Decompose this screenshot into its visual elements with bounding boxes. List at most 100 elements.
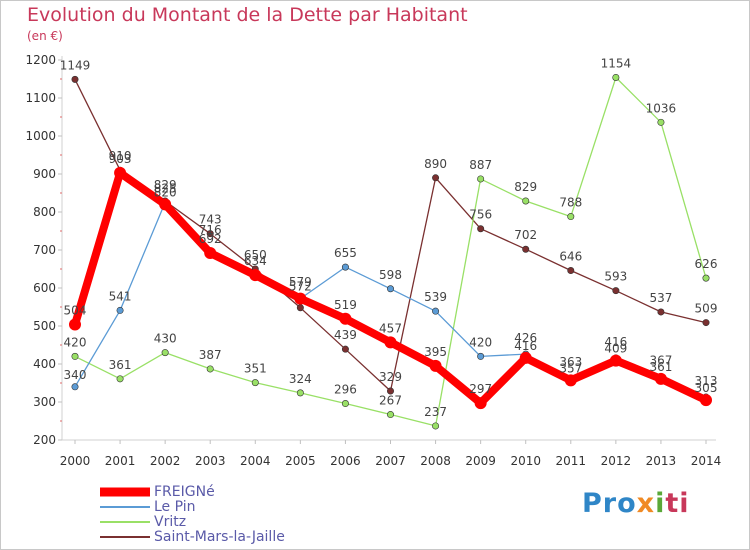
series-point-3 <box>612 287 620 295</box>
series-point-2 <box>296 389 304 397</box>
data-label: 357 <box>559 361 582 375</box>
x-tick-label: 2003 <box>195 454 226 468</box>
y-tick-label: 800 <box>33 205 56 219</box>
series-point-2 <box>612 73 620 81</box>
series-point-3 <box>296 304 304 312</box>
y-tick-label: 600 <box>33 281 56 295</box>
proxiti-logo: Proxiti <box>582 488 690 519</box>
x-tick-label: 2006 <box>330 454 361 468</box>
data-label: 756 <box>469 208 492 222</box>
series-point-2 <box>386 411 394 419</box>
data-label: 420 <box>469 335 492 349</box>
series-point-1 <box>432 307 440 315</box>
data-label: 598 <box>379 268 402 282</box>
series-point-0 <box>429 359 442 372</box>
x-tick-label: 2000 <box>60 454 91 468</box>
data-label: 297 <box>469 382 492 396</box>
series-point-0 <box>339 312 352 325</box>
data-label: 890 <box>424 157 447 171</box>
x-tick-label: 2001 <box>105 454 136 468</box>
series-point-0 <box>609 354 622 367</box>
x-tick-label: 2010 <box>510 454 541 468</box>
series-point-2 <box>522 197 530 205</box>
x-tick-label: 2012 <box>601 454 632 468</box>
data-label: 351 <box>244 362 267 376</box>
data-label: 572 <box>289 280 312 294</box>
series-point-2 <box>657 118 665 126</box>
legend-swatch <box>100 536 150 538</box>
series-line-1 <box>74 201 707 398</box>
data-label: 646 <box>559 250 582 264</box>
series-point-3 <box>657 308 665 316</box>
series-point-2 <box>432 422 440 430</box>
series-points <box>69 73 712 430</box>
data-label: 743 <box>199 213 222 227</box>
data-label: 519 <box>334 298 357 312</box>
data-label: 387 <box>199 348 222 362</box>
data-label: 1149 <box>60 58 91 72</box>
x-tick-label: 2011 <box>556 454 587 468</box>
data-label: 788 <box>559 196 582 210</box>
data-label: 626 <box>695 257 718 271</box>
data-label: 296 <box>334 383 357 397</box>
series-point-0 <box>114 166 127 179</box>
data-label: 409 <box>604 342 627 356</box>
series-point-2 <box>161 349 169 357</box>
y-tick-label: 1000 <box>25 129 56 143</box>
data-label: 903 <box>109 152 132 166</box>
data-label: 650 <box>244 248 267 262</box>
data-label: 267 <box>379 394 402 408</box>
legend-item: FREIGNé <box>100 484 360 500</box>
y-tick-label: 700 <box>33 243 56 257</box>
series-point-3 <box>71 75 79 83</box>
y-tick-label: 500 <box>33 319 56 333</box>
data-label: 1036 <box>646 101 677 115</box>
logo-part-4: ti <box>665 488 690 519</box>
series-point-3 <box>206 230 214 238</box>
data-label: 420 <box>64 335 87 349</box>
data-label: 313 <box>695 374 718 388</box>
x-tick-label: 2007 <box>375 454 406 468</box>
y-tick-label: 1100 <box>25 91 56 105</box>
data-label: 692 <box>199 232 222 246</box>
series-point-3 <box>477 225 485 233</box>
data-label: 457 <box>379 321 402 335</box>
y-tick-label: 900 <box>33 167 56 181</box>
data-label: 416 <box>514 339 537 353</box>
logo-part-2: x <box>636 488 656 519</box>
data-label: 541 <box>109 289 132 303</box>
data-label: 716 <box>199 223 222 237</box>
legend-label: Vritz <box>154 514 187 530</box>
series-point-0 <box>294 292 307 305</box>
series-point-0 <box>204 247 217 260</box>
series-point-2 <box>71 352 79 360</box>
x-tick-label: 2005 <box>285 454 316 468</box>
data-label: 426 <box>514 331 537 345</box>
series-point-0 <box>474 397 487 410</box>
series-point-1 <box>71 383 79 391</box>
x-tick-label: 2008 <box>420 454 451 468</box>
x-tick-label: 2013 <box>646 454 677 468</box>
series-point-2 <box>477 175 485 183</box>
data-label: 363 <box>559 355 582 369</box>
data-label: 324 <box>289 372 312 386</box>
axes: 200 300 400 500 600 700 800 900 1000 1100 1200 2000… <box>25 53 721 468</box>
series-point-1 <box>341 263 349 271</box>
data-label: 829 <box>154 178 177 192</box>
data-label: 910 <box>109 149 132 163</box>
data-label: 825 <box>154 182 177 196</box>
series-point-1 <box>386 285 394 293</box>
legend-label: Saint-Mars-la-Jaille <box>154 529 285 545</box>
series-point-0 <box>249 269 262 282</box>
legend-swatch <box>100 506 150 508</box>
data-label: 340 <box>64 368 87 382</box>
data-label: 395 <box>424 345 447 359</box>
series-point-3 <box>386 387 394 395</box>
y-tick-label: 300 <box>33 395 56 409</box>
data-label: 361 <box>109 358 132 372</box>
series-point-3 <box>432 174 440 182</box>
x-tick-label: 2002 <box>150 454 181 468</box>
series-point-0 <box>564 374 577 387</box>
series-point-3 <box>341 345 349 353</box>
